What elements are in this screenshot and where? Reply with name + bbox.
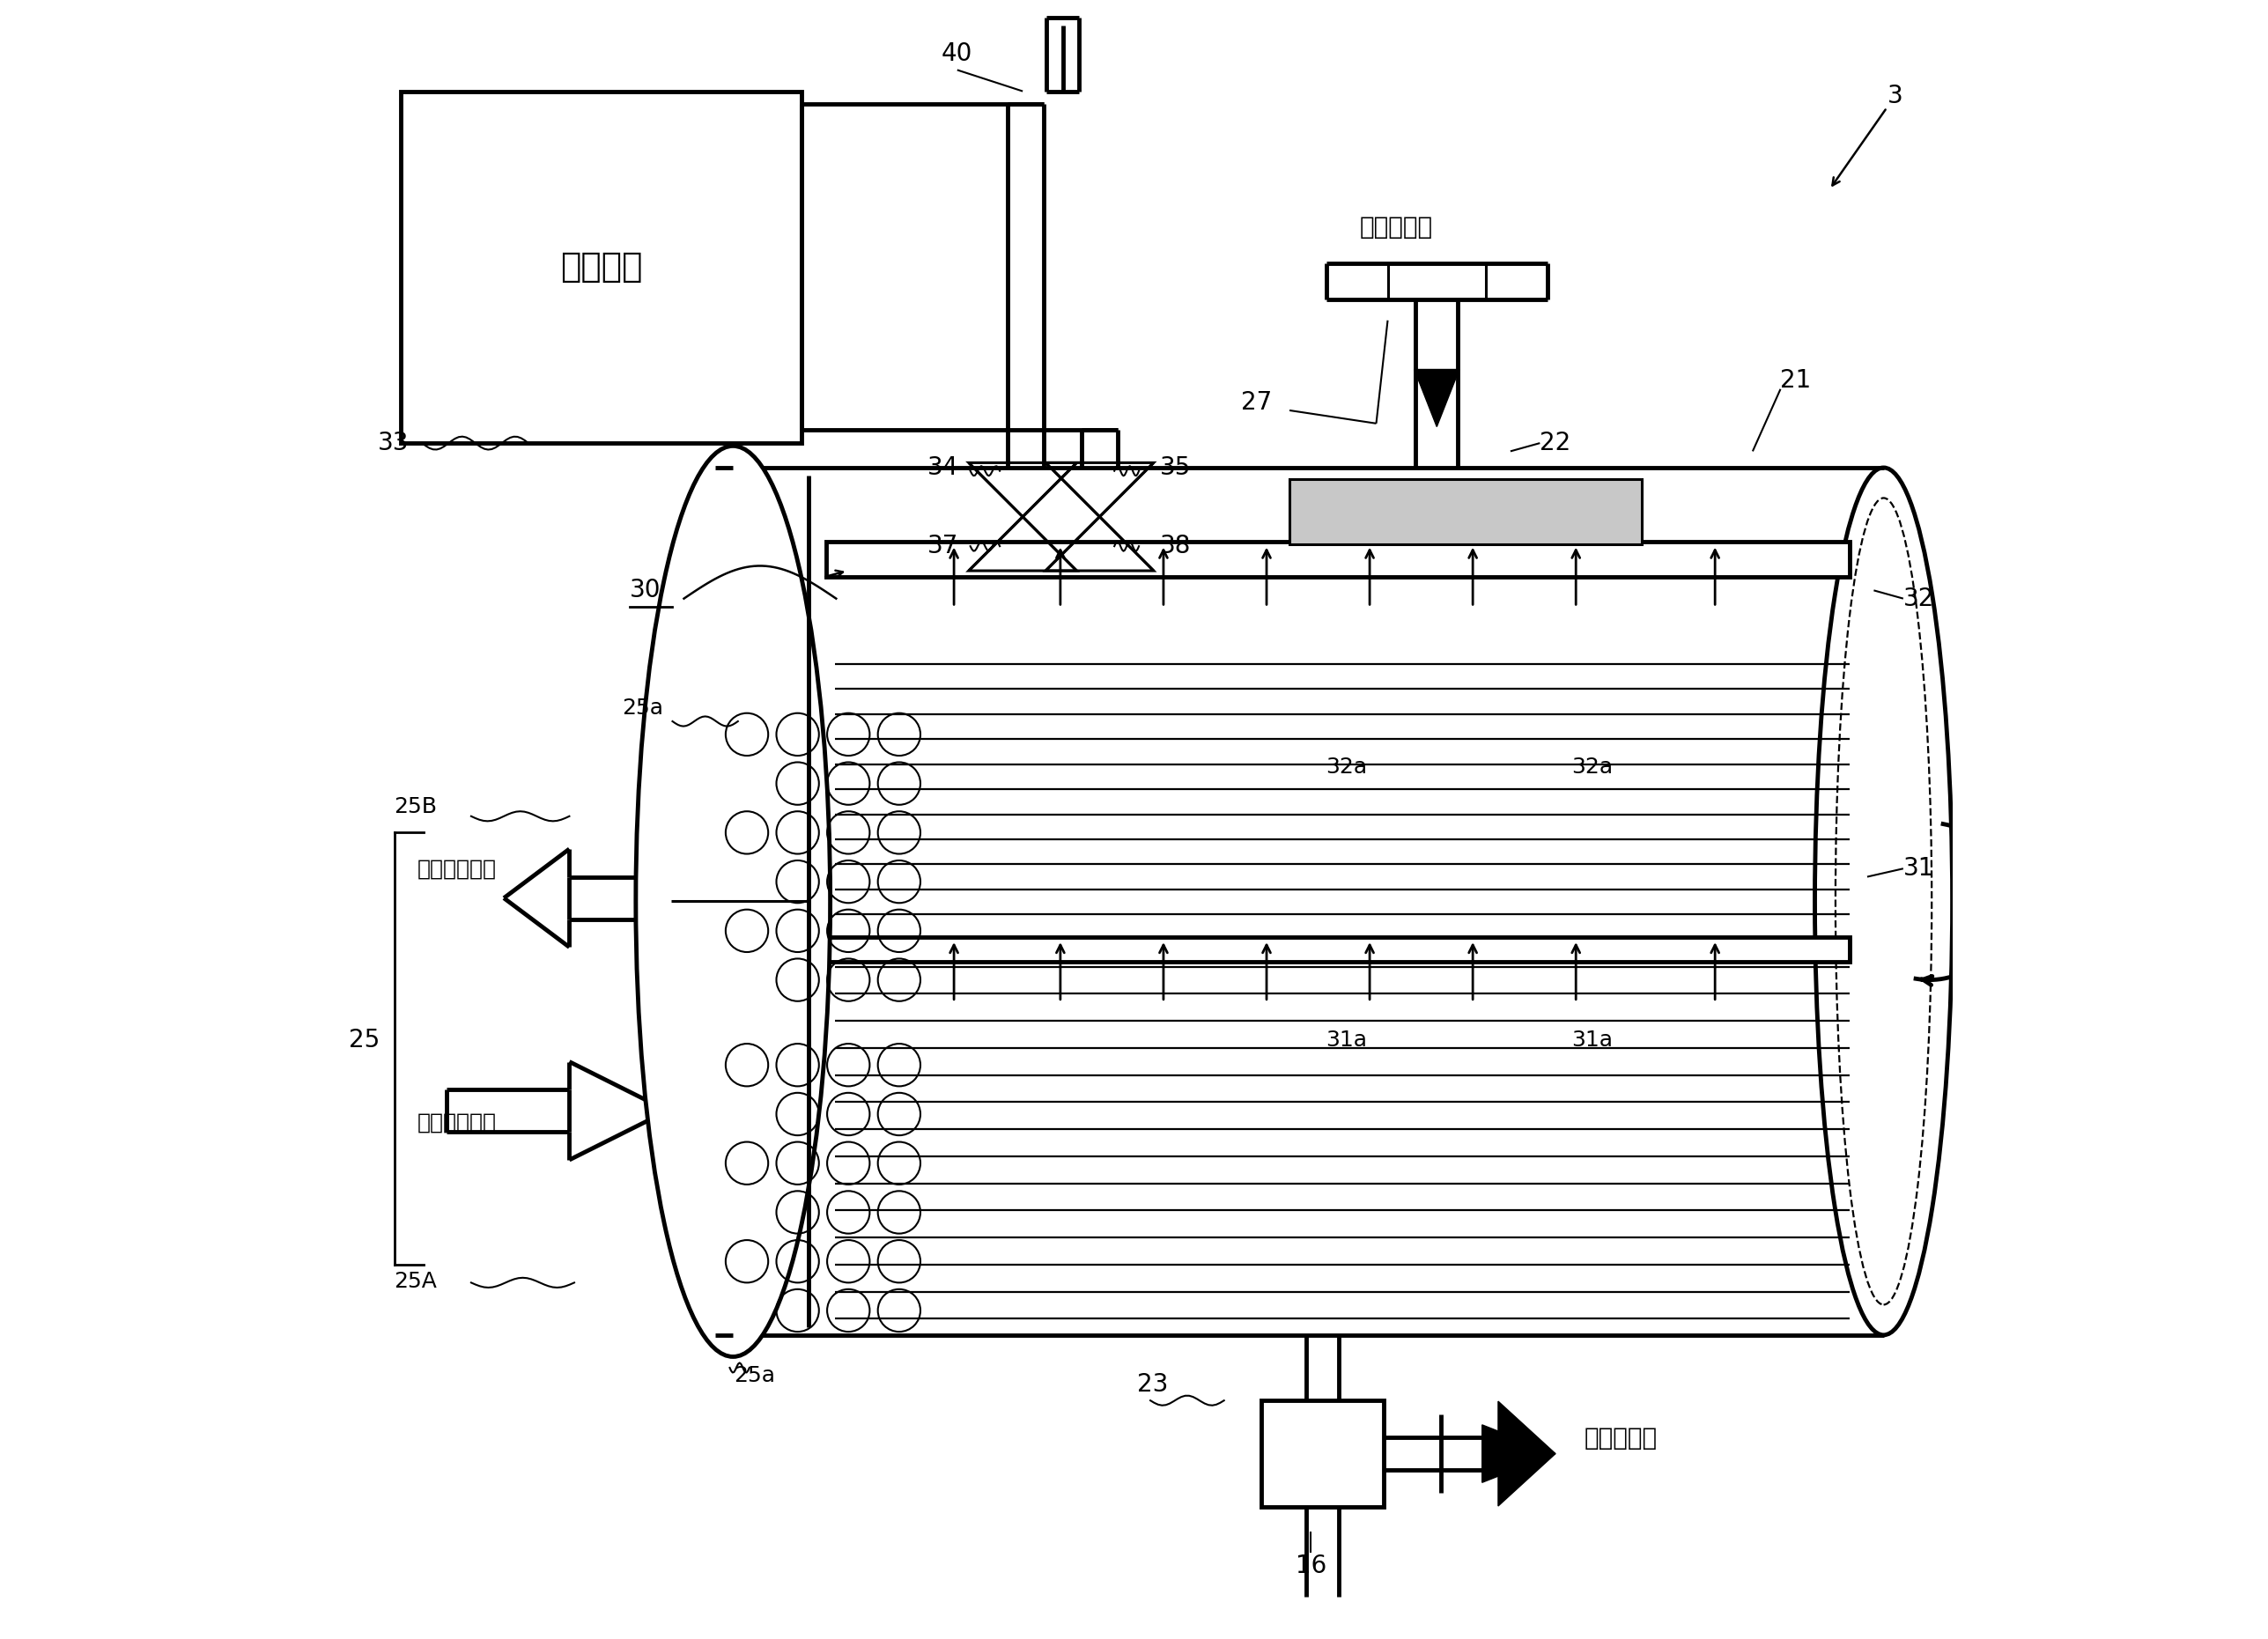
Polygon shape (1499, 1401, 1556, 1506)
Ellipse shape (1814, 467, 1953, 1336)
Text: 25a: 25a (621, 698, 665, 720)
Ellipse shape (635, 446, 830, 1357)
Text: 40: 40 (941, 41, 973, 66)
Text: 31a: 31a (1327, 1029, 1368, 1051)
Text: 25: 25 (349, 1028, 379, 1052)
Text: 25A: 25A (395, 1270, 438, 1292)
Bar (826, 938, 1848, 962)
Text: 32: 32 (1903, 587, 1935, 611)
Text: 3: 3 (1887, 84, 1903, 108)
Text: 35: 35 (1161, 456, 1191, 480)
Text: 23: 23 (1136, 1372, 1168, 1396)
Text: 31a: 31a (1572, 1029, 1613, 1051)
Text: 38: 38 (1161, 534, 1191, 559)
Text: 31: 31 (1903, 856, 1935, 880)
Text: 向冷却水出口: 向冷却水出口 (417, 859, 497, 879)
Polygon shape (1481, 1424, 1556, 1482)
Text: 从冷却水入口: 从冷却水入口 (417, 1111, 497, 1133)
Text: 21: 21 (1780, 369, 1812, 393)
Bar (401, 92, 803, 443)
Text: 25B: 25B (395, 797, 438, 816)
Text: 27: 27 (1241, 390, 1272, 415)
Text: 32a: 32a (1327, 757, 1368, 777)
Bar (826, 541, 1848, 577)
Text: 22: 22 (1540, 431, 1572, 456)
Text: 16: 16 (1295, 1554, 1327, 1578)
Bar (1261, 1400, 1383, 1506)
Text: 30: 30 (631, 579, 662, 603)
Text: 32a: 32a (1572, 757, 1613, 777)
Text: 37: 37 (928, 534, 959, 559)
Text: 液态制冷剂: 液态制冷剂 (1583, 1426, 1658, 1451)
Text: 抽气装置: 抽气装置 (560, 251, 642, 284)
Text: 34: 34 (928, 456, 959, 480)
Bar (1290, 479, 1642, 544)
Polygon shape (1415, 369, 1458, 426)
Text: 制冷剂气体: 制冷剂气体 (1359, 215, 1433, 239)
Text: 25a: 25a (733, 1365, 776, 1387)
Text: 33: 33 (379, 431, 408, 456)
